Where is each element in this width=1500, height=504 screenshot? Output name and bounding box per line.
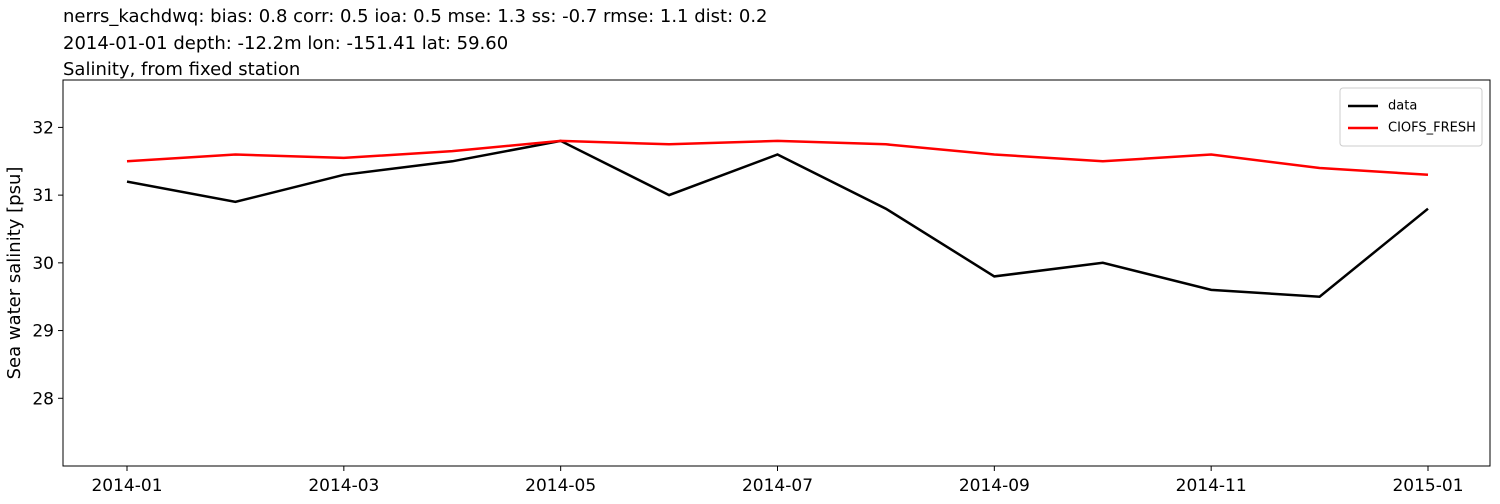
x-tick-label: 2014-11: [1176, 476, 1247, 496]
plot-frame: [62, 79, 1491, 467]
y-axis-label: Sea water salinity [psu]: [4, 167, 25, 380]
series-line: [126, 139, 1429, 298]
y-tick-label: 29: [32, 322, 54, 342]
chart-title: nerrs_kachdwq: bias: 0.8 corr: 0.5 ioa: …: [63, 6, 768, 27]
y-tick-label: 30: [32, 254, 54, 274]
legend-label: data: [1388, 99, 1417, 114]
y-tick-label: 28: [32, 389, 54, 409]
legend-label: CIOFS_FRESH: [1388, 121, 1476, 136]
chart-annotation: Salinity, from fixed station: [63, 59, 300, 80]
series-line: [126, 139, 1429, 177]
y-tick-label: 32: [32, 118, 54, 138]
chart-subtitle: 2014-01-01 depth: -12.2m lon: -151.41 la…: [63, 33, 508, 54]
x-tick-label: 2014-01: [91, 476, 162, 496]
y-tick-label: 31: [32, 186, 54, 206]
x-tick-label: 2015-01: [1392, 476, 1463, 496]
legend-box: [1339, 87, 1483, 147]
x-tick-label: 2014-09: [959, 476, 1030, 496]
x-tick-label: 2014-07: [742, 476, 813, 496]
x-tick-label: 2014-03: [308, 476, 379, 496]
x-tick-label: 2014-05: [525, 476, 596, 496]
